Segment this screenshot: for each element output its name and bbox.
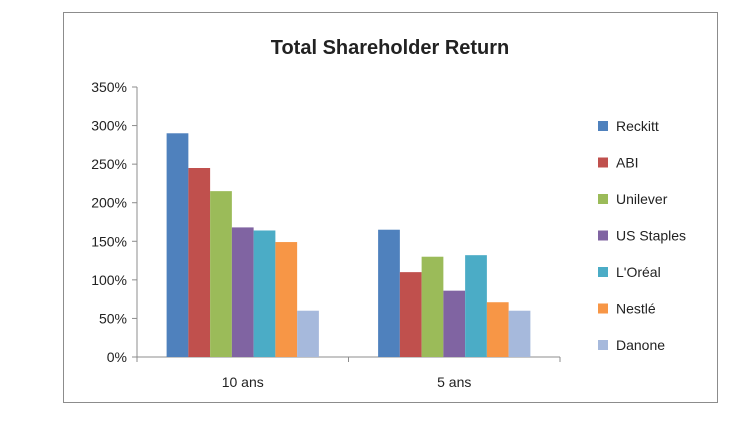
y-tick-label: 50%: [99, 310, 127, 326]
legend-swatch: [598, 194, 608, 204]
legend: Reckitt ABI Unilever US Staples L'Oréal Nestl…: [598, 118, 686, 353]
legend-swatch: [598, 340, 608, 350]
bar-reckitt: [166, 133, 189, 357]
legend-label: ABI: [616, 155, 639, 171]
bar-us-staples: [443, 290, 466, 357]
x-tick-label: 5 ans: [437, 374, 471, 390]
bar-abi: [399, 272, 422, 357]
bar-l-or-al: [253, 230, 276, 357]
bars: [166, 133, 531, 357]
legend-swatch: [598, 157, 608, 168]
bar-reckitt: [378, 229, 400, 357]
y-axis: 0% 50% 100% 150% 200% 250% 300% 350%: [91, 79, 138, 365]
y-tick-label: 0%: [107, 349, 127, 365]
y-tick-label: 300%: [91, 118, 127, 134]
legend-label: Reckitt: [616, 118, 659, 134]
x-tick-label: 10 ans: [222, 374, 264, 390]
chart-title: Total Shareholder Return: [271, 37, 510, 59]
bar-unilever: [210, 191, 232, 357]
legend-label: L'Oréal: [616, 264, 661, 280]
y-tick-label: 350%: [91, 79, 127, 95]
y-tick-label: 250%: [91, 156, 127, 172]
legend-swatch: [598, 267, 608, 277]
bar-unilever: [421, 256, 444, 357]
y-tick-label: 100%: [91, 272, 127, 288]
legend-label: Unilever: [616, 191, 668, 207]
bar-l-or-al: [465, 255, 487, 357]
y-tick-label: 200%: [91, 195, 127, 211]
bar-danone: [508, 310, 531, 357]
legend-swatch: [598, 230, 608, 241]
y-tick-label: 150%: [91, 233, 127, 249]
legend-label: US Staples: [616, 228, 686, 244]
legend-swatch: [598, 121, 608, 131]
bar-nestl-: [486, 302, 509, 357]
legend-label: Danone: [616, 337, 665, 353]
bar-nestl-: [275, 242, 298, 357]
legend-swatch: [598, 303, 608, 314]
bar-abi: [188, 168, 211, 357]
legend-label: Nestlé: [616, 301, 656, 317]
bar-us-staples: [231, 227, 254, 357]
bar-danone: [297, 310, 319, 357]
